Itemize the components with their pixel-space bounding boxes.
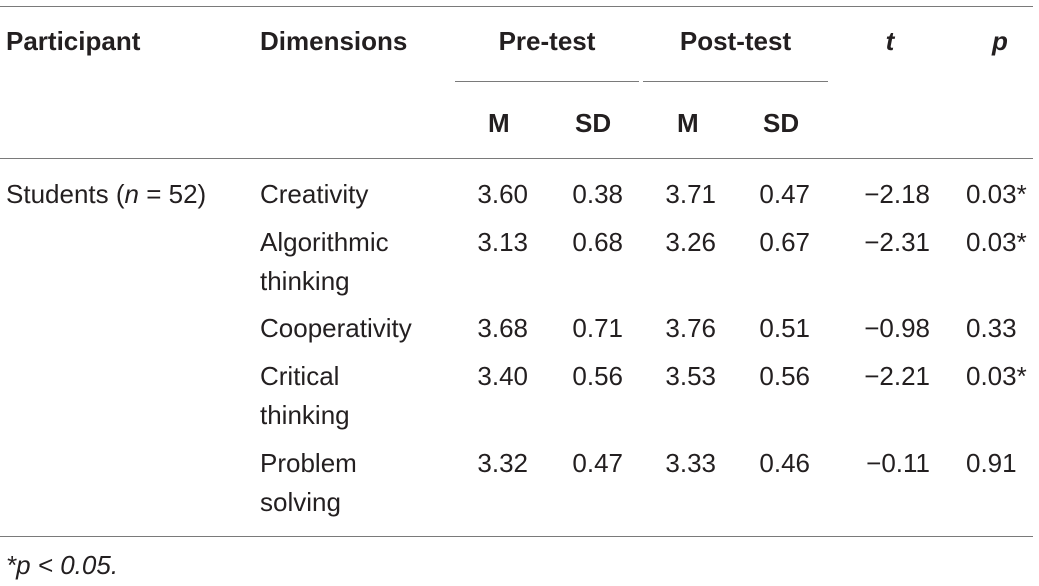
post-sd-cell: 0.51 [759,313,810,343]
header-pre-sd: SD [575,108,612,138]
header-t: t [885,26,895,56]
pre-m-cell: 3.68 [477,313,528,343]
pre-sd-cell: 0.47 [572,448,623,478]
dimension-cell: Creativity [260,179,369,209]
pre-m-cell: 3.32 [477,448,528,478]
t-cell: −2.18 [864,179,930,209]
table-footnote: *p < 0.05. [6,550,119,580]
p-cell: 0.33 [966,313,1017,343]
t-cell: −0.11 [866,448,930,478]
post-sd-cell: 0.56 [759,361,810,391]
post-sd-cell: 0.47 [759,179,810,209]
post-sd-cell: 0.46 [759,448,810,478]
pre-sd-cell: 0.38 [572,179,623,209]
post-m-cell: 3.71 [665,179,716,209]
header-dimensions: Dimensions [260,26,408,56]
header-post-m: M [677,108,699,138]
post-sd-cell: 0.67 [759,227,810,257]
post-m-cell: 3.76 [665,313,716,343]
t-cell: −2.31 [864,227,930,257]
participant-prefix: Students ( [6,179,125,209]
pre-sd-cell: 0.68 [572,227,623,257]
header-pre-m: M [488,108,510,138]
post-test-underline [643,81,828,82]
header-pre-test: Pre-test [498,26,596,56]
participant-n: n [124,179,139,209]
pre-m-cell: 3.40 [477,361,528,391]
header-bottom-rule [0,158,1033,159]
pre-test-underline [455,81,639,82]
t-cell: −2.21 [864,361,930,391]
header-participant: Participant [6,26,141,56]
header-p: p [992,26,1008,56]
p-cell: 0.03* [966,361,1027,391]
pre-m-cell: 3.13 [477,227,528,257]
dimension-cell-line2: thinking [260,400,350,430]
pre-sd-cell: 0.71 [572,313,623,343]
table-bottom-rule [0,536,1033,537]
dimension-cell-line2: thinking [260,266,350,296]
pre-sd-cell: 0.56 [572,361,623,391]
dimension-cell: Problem [260,448,357,478]
header-post-test: Post-test [679,26,792,56]
dimension-cell: Critical [260,361,340,391]
dimension-cell-line2: solving [260,487,341,517]
table-top-rule [0,6,1033,7]
pre-m-cell: 3.60 [477,179,528,209]
t-cell: −0.98 [864,313,930,343]
post-m-cell: 3.33 [665,448,716,478]
participant-cell: Students (n = 52) [6,174,206,214]
p-cell: 0.91 [966,448,1017,478]
header-post-sd: SD [763,108,800,138]
dimension-cell: Algorithmic [260,227,389,257]
p-cell: 0.03* [966,179,1027,209]
p-cell: 0.03* [966,227,1027,257]
participant-suffix: = 52) [138,179,207,209]
dimension-cell: Cooperativity [260,313,412,343]
post-m-cell: 3.26 [665,227,716,257]
post-m-cell: 3.53 [665,361,716,391]
